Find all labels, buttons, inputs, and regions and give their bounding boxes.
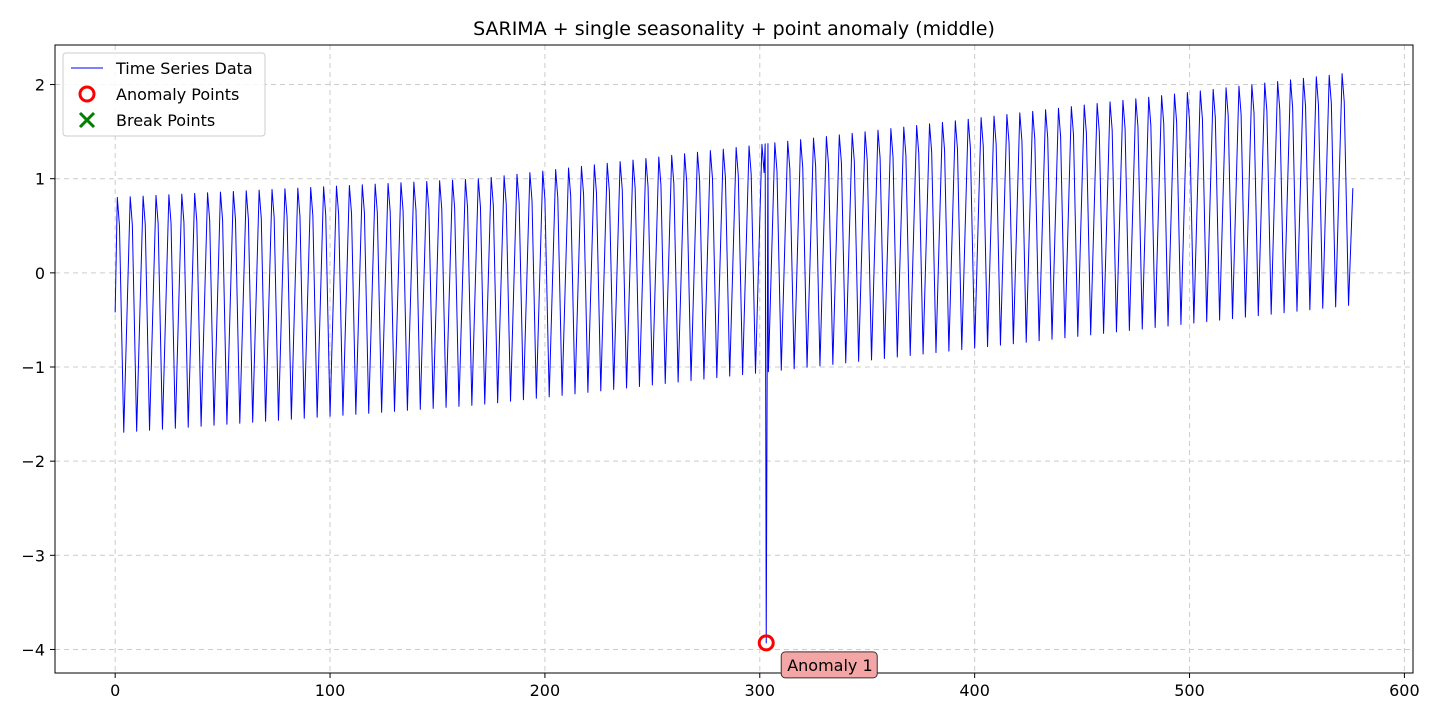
legend-label-anomaly-points: Anomaly Points (116, 85, 239, 104)
legend-layer: Time Series Data Anomaly Points Break Poin… (62, 52, 266, 137)
y-tick-label--2: −2 (21, 452, 45, 471)
x-tick-label-500: 500 (1174, 681, 1205, 700)
x-tick-label-300: 300 (745, 681, 776, 700)
y-tick-label--4: −4 (21, 640, 45, 659)
x-tick-label-200: 200 (530, 681, 561, 700)
series-line-time-series-data (114, 73, 1354, 644)
x-tick-label-400: 400 (959, 681, 990, 700)
grid-layer (55, 45, 1413, 673)
legend-label-break-points: Break Points (116, 111, 215, 130)
x-tick-label-0: 0 (110, 681, 120, 700)
legend-symbol-anomaly-points (78, 85, 96, 103)
x-tick-label-600: 600 (1389, 681, 1420, 700)
annotation-layer: Anomaly 1 (780, 651, 878, 679)
legend-symbol-break-points (78, 111, 96, 129)
annotation-label-1: Anomaly 1 (787, 656, 872, 675)
x-tick-label-100: 100 (315, 681, 346, 700)
y-tick-label--3: −3 (21, 546, 45, 565)
y-tick-label--1: −1 (21, 358, 45, 377)
anomaly-point-1 (757, 634, 775, 652)
chart-title: SARIMA + single seasonality + point anom… (473, 18, 995, 40)
legend-box (62, 52, 266, 137)
annotation-box-1 (780, 651, 878, 679)
series-layer (114, 73, 1354, 652)
axes-layer: 0 100 200 300 400 500 600 −4 −3 −2 −1 0 1 2 (21, 44, 1420, 700)
y-tick-label-0: 0 (35, 264, 45, 283)
plot-frame (54, 44, 1414, 674)
legend-label-time-series-data: Time Series Data (115, 59, 253, 78)
y-tick-label-2: 2 (35, 76, 45, 95)
y-tick-label-1: 1 (35, 170, 45, 189)
